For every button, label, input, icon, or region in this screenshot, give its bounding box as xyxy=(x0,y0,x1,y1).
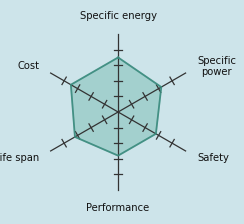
Text: Life span: Life span xyxy=(0,153,39,163)
Polygon shape xyxy=(71,58,161,156)
Text: Specific
power: Specific power xyxy=(197,56,236,77)
Text: Cost: Cost xyxy=(17,61,39,71)
Text: Performance: Performance xyxy=(86,203,150,213)
Text: Safety: Safety xyxy=(197,153,229,163)
Text: Specific energy: Specific energy xyxy=(80,11,157,21)
